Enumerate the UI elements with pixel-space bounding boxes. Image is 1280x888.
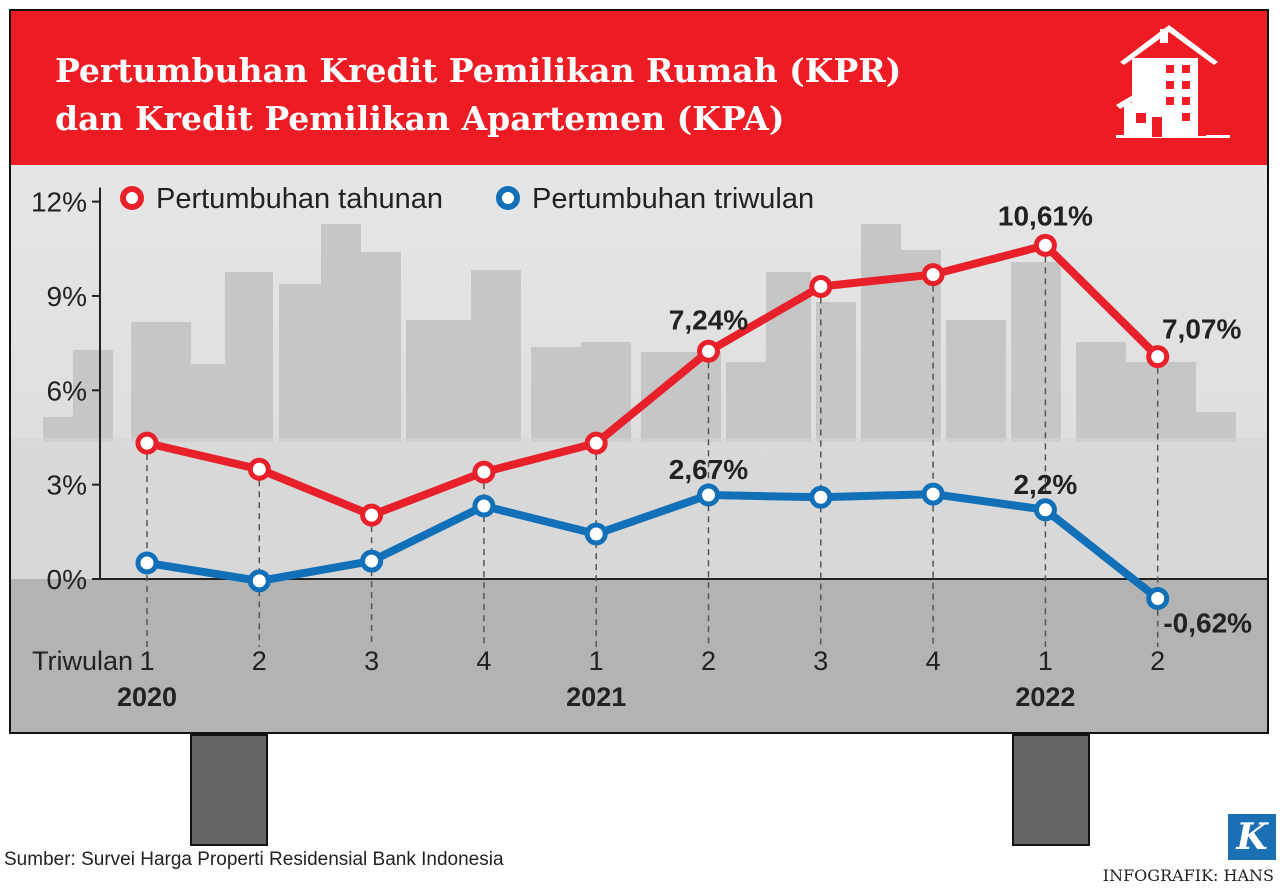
data-point <box>584 522 608 546</box>
data-label: 7,07% <box>1162 314 1241 345</box>
data-label: 2,2% <box>1013 469 1077 500</box>
data-point <box>135 551 159 575</box>
x-axis-label: Triwulan <box>32 646 133 676</box>
series-line <box>146 490 1161 602</box>
data-point <box>809 485 833 509</box>
title-line-2: dan Kredit Pemilikan Apartemen (KPA) <box>55 99 785 138</box>
data-label: 2,67% <box>669 454 748 485</box>
year-label: 2022 <box>1015 682 1075 712</box>
source-note: Sumber: Survei Harga Properti Residensia… <box>4 849 504 870</box>
building <box>131 322 191 442</box>
billboard: Pertumbuhan Kredit Pemilikan Rumah (KPR)… <box>9 9 1269 734</box>
x-tick-label: 4 <box>926 646 941 676</box>
building <box>816 302 856 442</box>
negative-region <box>11 579 1267 732</box>
y-tick-label: 6% <box>47 375 87 406</box>
x-tick-label: 1 <box>589 646 604 676</box>
data-point <box>1033 498 1057 522</box>
y-tick-label: 0% <box>47 564 87 595</box>
legend-marker <box>496 186 520 210</box>
data-label: 7,24% <box>669 304 748 335</box>
building <box>581 342 631 442</box>
x-tick-label: 2 <box>252 646 267 676</box>
legend-label: Pertumbuhan tahunan <box>156 183 443 215</box>
data-point <box>697 483 720 507</box>
data-point <box>472 494 496 518</box>
building <box>1196 412 1236 442</box>
data-point <box>247 457 271 481</box>
y-tick-label: 3% <box>47 470 87 501</box>
data-point <box>809 275 833 299</box>
house-apartment-icon <box>1116 25 1230 138</box>
building <box>946 320 1006 442</box>
data-point <box>921 482 945 506</box>
building <box>361 252 401 442</box>
data-label: 10,61% <box>998 200 1093 231</box>
city-skyline <box>43 224 1236 442</box>
data-point <box>584 431 608 455</box>
legend-label: Pertumbuhan triwulan <box>532 183 814 215</box>
data-point <box>247 569 271 593</box>
building <box>1076 342 1126 442</box>
x-tick-label: 2 <box>701 646 716 676</box>
building <box>861 224 901 442</box>
chart-title: Pertumbuhan Kredit Pemilikan Rumah (KPR)… <box>55 47 901 143</box>
data-point <box>697 339 720 363</box>
x-tick-label: 4 <box>476 646 491 676</box>
series-tahunan: 7,24% 10,61% 7,07% <box>135 200 1241 527</box>
x-tick-label: 2 <box>1150 646 1165 676</box>
x-tick-label: 3 <box>813 646 828 676</box>
data-point <box>135 431 159 455</box>
header: Pertumbuhan Kredit Pemilikan Rumah (KPR)… <box>11 11 1267 167</box>
data-point <box>1146 345 1170 369</box>
y-tick-label: 12% <box>31 187 87 218</box>
building <box>471 270 521 442</box>
series-triwulan: 2,67% 2,2% -0,62% <box>135 454 1252 638</box>
line-chart: 0% 3% 6% 9% 12% 1 2 3 4 1 2 3 4 1 2 Triwulan 2020 2021 202… <box>11 165 1267 732</box>
building <box>1126 362 1196 442</box>
data-point <box>1033 233 1057 257</box>
building <box>225 272 273 442</box>
data-label: -0,62% <box>1163 607 1252 638</box>
data-point <box>472 460 496 484</box>
data-point <box>921 263 945 287</box>
building <box>726 362 766 442</box>
title-line-1: Pertumbuhan Kredit Pemilikan Rumah (KPR) <box>55 51 902 90</box>
billboard-post-right <box>1012 734 1090 846</box>
x-tick-label: 1 <box>139 646 154 676</box>
building <box>406 320 474 442</box>
y-tick-label: 9% <box>47 281 87 312</box>
year-label: 2020 <box>117 682 177 712</box>
credit: INFOGRAFIK: HANS <box>1102 866 1274 885</box>
data-point <box>360 549 384 573</box>
x-tick-label: 3 <box>364 646 379 676</box>
year-label: 2021 <box>566 682 626 712</box>
legend-marker <box>120 186 144 210</box>
data-point <box>1146 586 1170 610</box>
data-point <box>360 503 384 527</box>
building <box>73 350 113 442</box>
building <box>279 284 323 442</box>
series-line <box>146 241 1161 520</box>
building <box>1011 262 1061 442</box>
billboard-post-left <box>190 734 268 846</box>
kompas-logo: K <box>1228 814 1276 860</box>
building <box>321 224 361 442</box>
building <box>43 417 73 442</box>
building <box>531 347 581 442</box>
building <box>191 364 226 442</box>
x-tick-label: 1 <box>1038 646 1053 676</box>
